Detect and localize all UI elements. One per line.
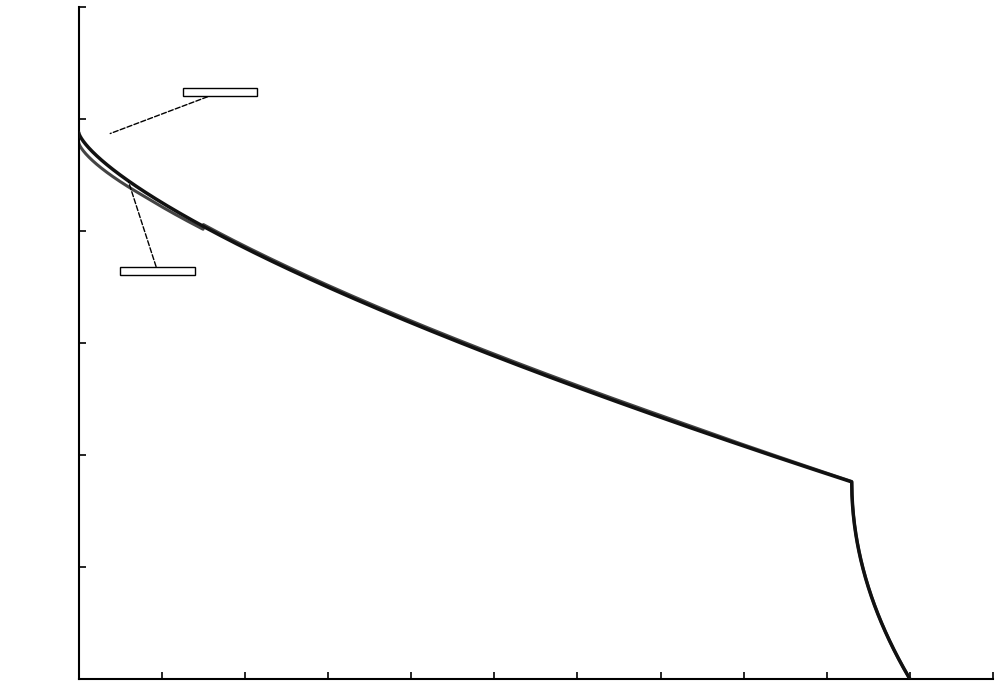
Text: 实施例1: 实施例1 <box>124 182 191 271</box>
Text: 对比例1: 对比例1 <box>110 92 253 134</box>
